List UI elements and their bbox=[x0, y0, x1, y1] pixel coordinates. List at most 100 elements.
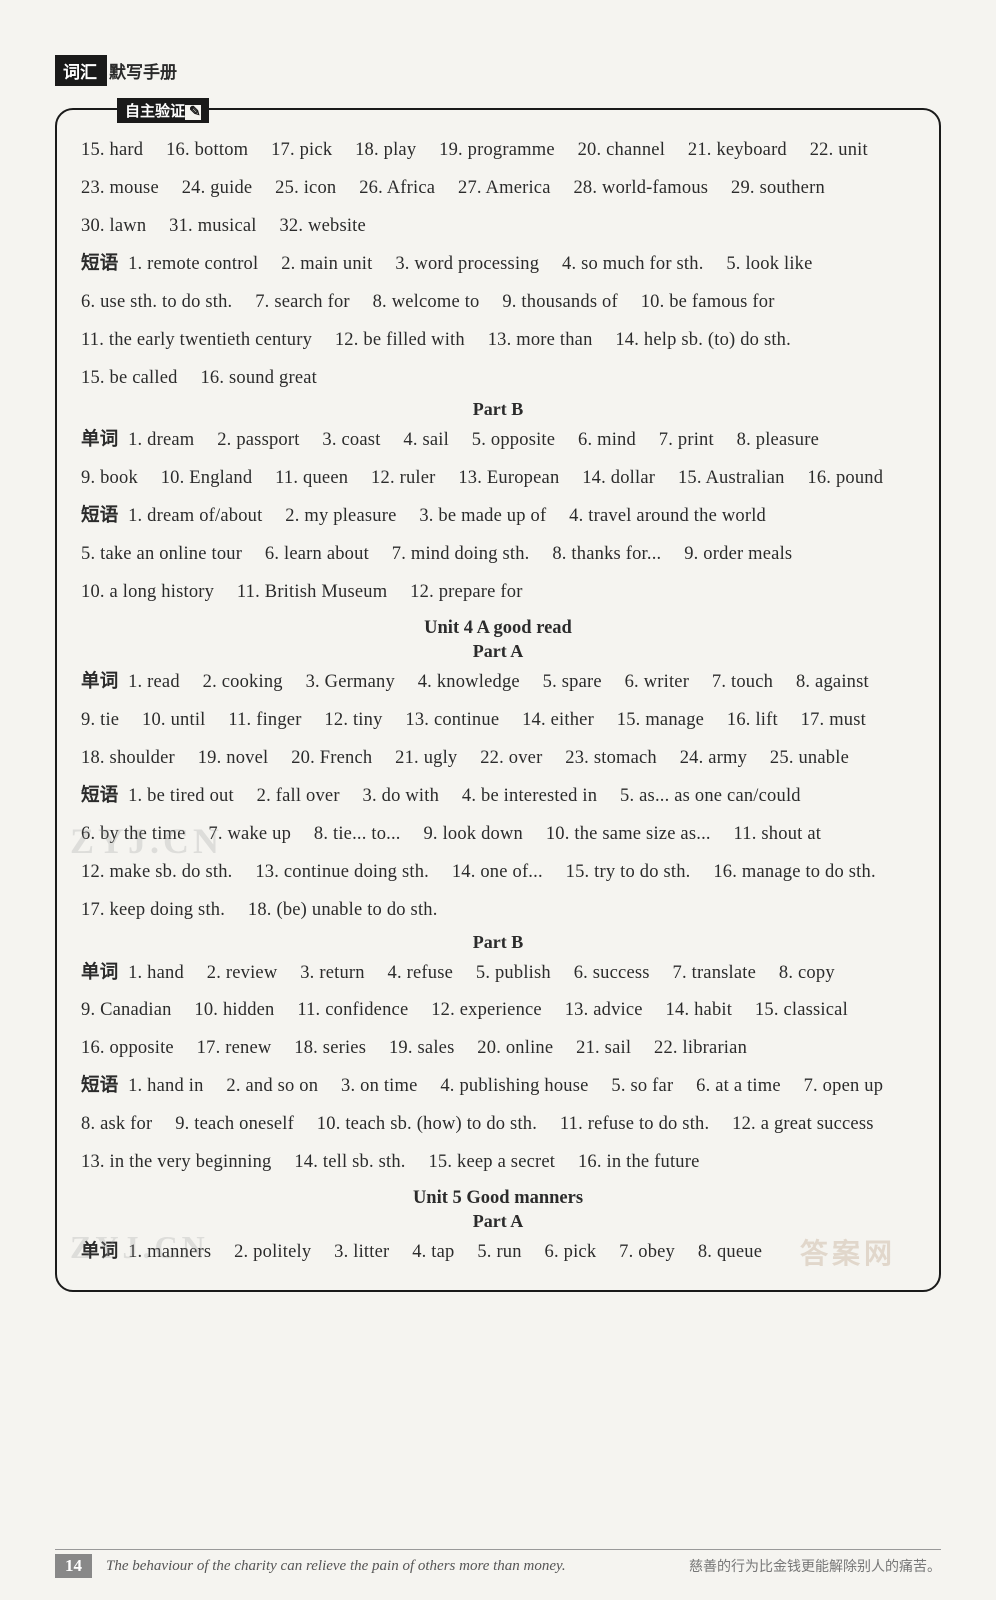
vocab-item: 6. at a time bbox=[696, 1076, 781, 1096]
vocab-item: 24. guide bbox=[182, 178, 253, 198]
vocab-item: 3. do with bbox=[363, 786, 440, 806]
partb1-phrases: 短语 1. dream of/about 2. my pleasure 3. b… bbox=[81, 498, 915, 612]
vocab-item: 18. shoulder bbox=[81, 748, 175, 768]
vocab-item: 5. publish bbox=[476, 963, 551, 983]
top-words: 15. hard 16. bottom 17. pick 18. play 19… bbox=[81, 132, 915, 246]
parta2-words: 单词 1. read 2. cooking 3. Germany 4. know… bbox=[81, 664, 915, 778]
vocab-item: 9. order meals bbox=[684, 544, 792, 564]
vocab-item: 18. series bbox=[294, 1038, 366, 1058]
vocab-item: 12. be filled with bbox=[335, 330, 465, 350]
vocab-item: 12. prepare for bbox=[410, 582, 522, 602]
box-tab: 自主验证 bbox=[117, 98, 209, 123]
vocab-item: 16. in the future bbox=[578, 1152, 700, 1172]
vocab-item: 20. French bbox=[291, 748, 372, 768]
vocab-item: 7. translate bbox=[673, 963, 757, 983]
vocab-item: 2. and so on bbox=[226, 1076, 318, 1096]
vocab-item: 21. ugly bbox=[395, 748, 457, 768]
vocab-item: 12. experience bbox=[431, 1000, 542, 1020]
vocab-item: 4. knowledge bbox=[418, 672, 520, 692]
vocab-item: 17. pick bbox=[271, 140, 332, 160]
vocab-item: 4. sail bbox=[403, 430, 449, 450]
vocab-item: 25. icon bbox=[275, 178, 336, 198]
vocab-item: 4. publishing house bbox=[440, 1076, 588, 1096]
category-label: 短语 bbox=[81, 506, 118, 526]
vocab-item: 2. politely bbox=[234, 1242, 311, 1262]
vocab-item: 3. word processing bbox=[395, 254, 539, 274]
parta2-title: Part A bbox=[81, 641, 915, 662]
category-label: 短语 bbox=[81, 1076, 118, 1096]
vocab-item: 9. teach oneself bbox=[175, 1114, 294, 1134]
vocab-item: 7. mind doing sth. bbox=[392, 544, 530, 564]
vocab-item: 29. southern bbox=[731, 178, 825, 198]
category-label: 单词 bbox=[81, 963, 118, 983]
category-label: 短语 bbox=[81, 254, 118, 274]
vocab-item: 7. print bbox=[659, 430, 714, 450]
header: 词汇默写手册 bbox=[55, 55, 941, 86]
partb2-phrases: 短语 1. hand in 2. and so on 3. on time 4.… bbox=[81, 1068, 915, 1182]
vocab-item: 6. mind bbox=[578, 430, 636, 450]
vocab-item: 10. until bbox=[142, 710, 205, 730]
vocab-item: 8. ask for bbox=[81, 1114, 152, 1134]
vocab-item: 5. opposite bbox=[472, 430, 555, 450]
content-box: 自主验证 15. hard 16. bottom 17. pick 18. pl… bbox=[55, 108, 941, 1292]
vocab-item: 2. review bbox=[207, 963, 278, 983]
vocab-item: 15. try to do sth. bbox=[566, 862, 691, 882]
vocab-item: 13. in the very beginning bbox=[81, 1152, 271, 1172]
vocab-item: 8. copy bbox=[779, 963, 835, 983]
category-label: 单词 bbox=[81, 430, 118, 450]
footer-quote-en: The behaviour of the charity can relieve… bbox=[106, 1558, 675, 1575]
vocab-item: 16. sound great bbox=[200, 368, 317, 388]
watermark: ZYJ.CN bbox=[70, 820, 223, 862]
vocab-item: 3. coast bbox=[322, 430, 380, 450]
vocab-item: 11. shout at bbox=[734, 824, 822, 844]
vocab-item: 8. thanks for... bbox=[552, 544, 661, 564]
partb2-words: 单词 1. hand 2. review 3. return 4. refuse… bbox=[81, 955, 915, 1069]
vocab-item: 9. look down bbox=[423, 824, 523, 844]
vocab-item: 15. Australian bbox=[678, 468, 785, 488]
vocab-item: 28. world-famous bbox=[573, 178, 708, 198]
vocab-item: 16. lift bbox=[727, 710, 778, 730]
vocab-item: 11. the early twentieth century bbox=[81, 330, 312, 350]
vocab-item: 17. must bbox=[801, 710, 866, 730]
vocab-item: 16. bottom bbox=[166, 140, 248, 160]
vocab-item: 14. dollar bbox=[582, 468, 655, 488]
vocab-item: 11. queen bbox=[275, 468, 348, 488]
vocab-item: 3. Germany bbox=[306, 672, 395, 692]
vocab-item: 20. channel bbox=[578, 140, 665, 160]
vocab-item: 2. main unit bbox=[281, 254, 372, 274]
vocab-item: 15. be called bbox=[81, 368, 178, 388]
watermark: 答案网 bbox=[800, 1232, 896, 1272]
vocab-item: 6. use sth. to do sth. bbox=[81, 292, 232, 312]
vocab-item: 21. sail bbox=[576, 1038, 631, 1058]
vocab-item: 1. be tired out bbox=[128, 786, 234, 806]
vocab-item: 22. unit bbox=[810, 140, 868, 160]
vocab-item: 1. hand in bbox=[128, 1076, 203, 1096]
vocab-item: 12. ruler bbox=[371, 468, 435, 488]
vocab-item: 5. as... as one can/could bbox=[620, 786, 801, 806]
vocab-item: 30. lawn bbox=[81, 216, 146, 236]
vocab-item: 22. over bbox=[480, 748, 542, 768]
vocab-item: 16. manage to do sth. bbox=[713, 862, 875, 882]
partb1-words: 单词 1. dream 2. passport 3. coast 4. sail… bbox=[81, 422, 915, 498]
vocab-item: 9. tie bbox=[81, 710, 119, 730]
vocab-item: 4. travel around the world bbox=[569, 506, 766, 526]
vocab-item: 10. a long history bbox=[81, 582, 214, 602]
vocab-item: 13. more than bbox=[488, 330, 593, 350]
vocab-item: 11. confidence bbox=[297, 1000, 408, 1020]
vocab-item: 32. website bbox=[279, 216, 365, 236]
footer-divider bbox=[55, 1549, 941, 1550]
vocab-item: 15. manage bbox=[617, 710, 704, 730]
vocab-item: 10. be famous for bbox=[641, 292, 775, 312]
vocab-item: 19. novel bbox=[198, 748, 269, 768]
vocab-item: 25. unable bbox=[770, 748, 849, 768]
top-phrases: 短语 1. remote control 2. main unit 3. wor… bbox=[81, 246, 915, 398]
vocab-item: 11. finger bbox=[228, 710, 301, 730]
vocab-item: 6. pick bbox=[545, 1242, 597, 1262]
vocab-item: 8. queue bbox=[698, 1242, 762, 1262]
vocab-item: 18. (be) unable to do sth. bbox=[248, 900, 438, 920]
vocab-item: 19. programme bbox=[439, 140, 555, 160]
vocab-item: 16. opposite bbox=[81, 1038, 174, 1058]
unit5-title: Unit 5 Good manners bbox=[81, 1188, 915, 1209]
vocab-item: 10. teach sb. (how) to do sth. bbox=[317, 1114, 537, 1134]
vocab-item: 23. mouse bbox=[81, 178, 159, 198]
